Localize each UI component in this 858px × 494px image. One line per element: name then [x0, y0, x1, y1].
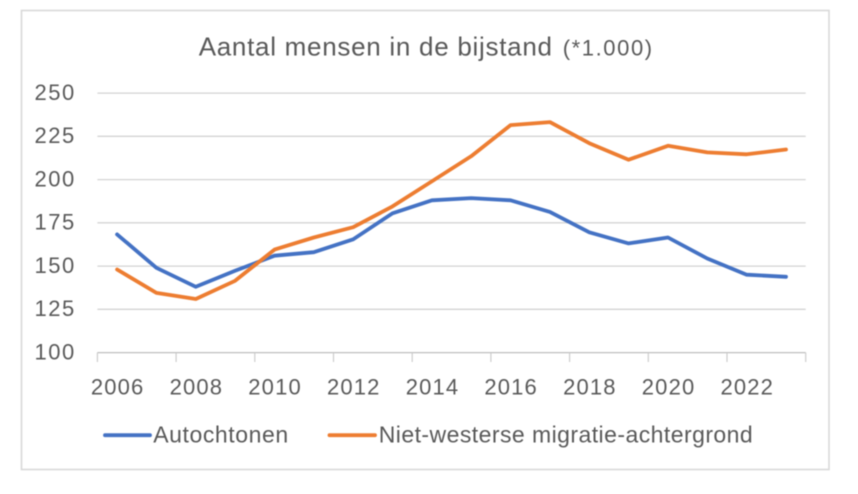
svg-text:2012: 2012: [327, 374, 379, 399]
svg-text:Autochtonen: Autochtonen: [153, 422, 288, 448]
svg-text:2008: 2008: [170, 374, 222, 399]
svg-text:2016: 2016: [484, 374, 536, 399]
svg-text:125: 125: [35, 296, 75, 321]
svg-text:200: 200: [35, 167, 75, 192]
svg-text:2006: 2006: [91, 374, 143, 399]
svg-text:2018: 2018: [563, 374, 615, 399]
svg-text:150: 150: [35, 253, 75, 278]
svg-text:2020: 2020: [642, 374, 694, 399]
svg-text:100: 100: [35, 340, 75, 365]
svg-text:Aantal mensen in de bijstand: Aantal mensen in de bijstand: [199, 32, 552, 62]
svg-text:2010: 2010: [248, 374, 300, 399]
svg-text:225: 225: [35, 123, 75, 148]
svg-text:(*1.000): (*1.000): [563, 35, 652, 60]
svg-text:250: 250: [35, 80, 75, 105]
svg-text:2014: 2014: [406, 374, 458, 399]
svg-text:175: 175: [35, 210, 75, 235]
svg-text:2022: 2022: [721, 374, 773, 399]
svg-text:Niet-westerse migratie-achterg: Niet-westerse migratie-achtergrond: [379, 422, 753, 448]
